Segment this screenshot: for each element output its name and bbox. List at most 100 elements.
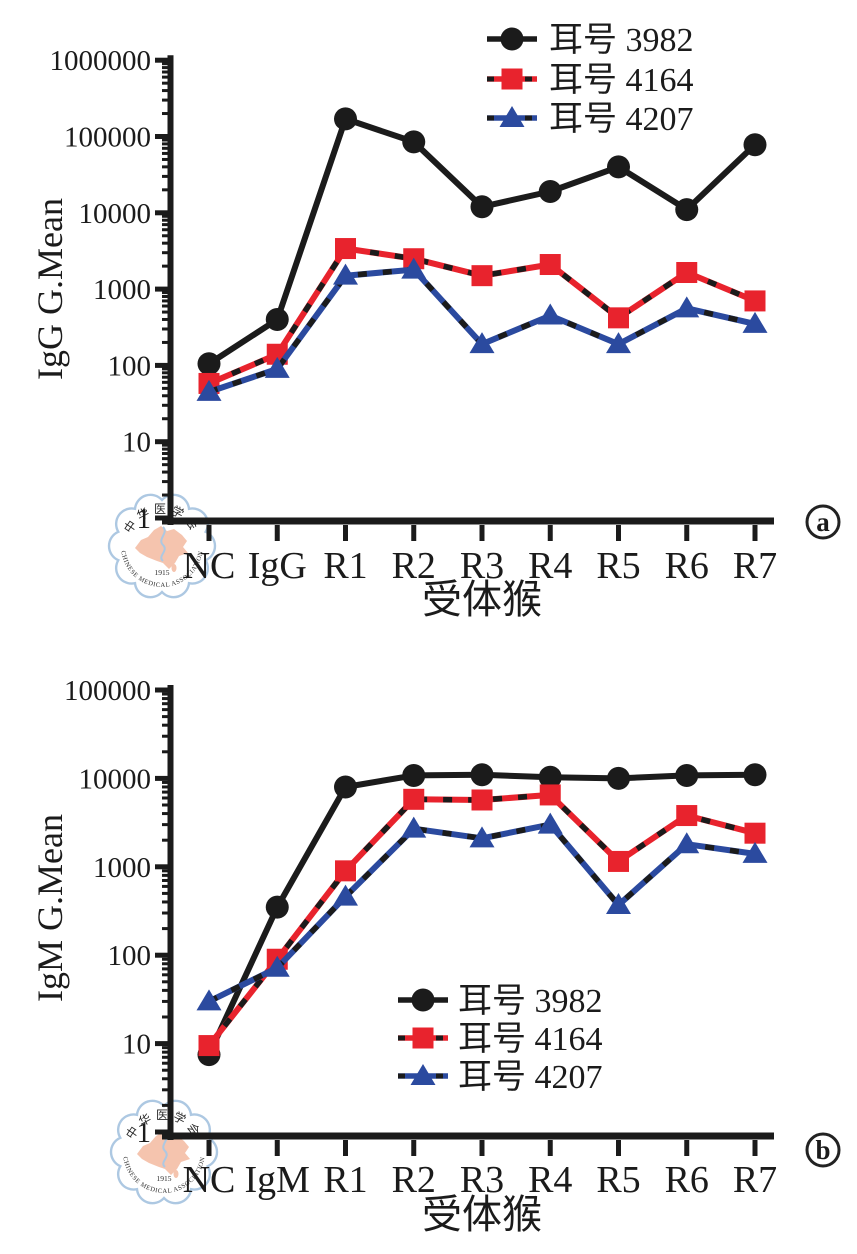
legend-label: 耳号 4207: [458, 1059, 603, 1096]
category-label: R6: [665, 545, 709, 587]
series-a-1: [197, 107, 767, 376]
triangle-marker: [401, 257, 427, 279]
y-axis-title: IgG G.Mean: [30, 198, 70, 380]
circle-marker: [743, 133, 767, 157]
panel-badge-label: b: [815, 1135, 830, 1165]
panel-badge-circle: [805, 1132, 841, 1168]
circle-marker: [675, 763, 699, 787]
y-tick-labels-b: 1 10 100 1000 10000 100000: [64, 675, 151, 1149]
category-label: R7: [733, 545, 777, 587]
square-marker: [676, 262, 698, 284]
watermark-island-icon: [173, 1170, 179, 1178]
legend-label: 耳号 4207: [549, 101, 694, 138]
legend-circle-marker: [500, 27, 524, 51]
panel-badge-a: a: [805, 504, 841, 540]
circle-marker: [402, 130, 426, 154]
circle-marker: [334, 775, 357, 799]
circle-marker: [607, 155, 630, 179]
circle-marker: [470, 195, 494, 219]
y-tick-label: 10: [122, 427, 151, 459]
circle-marker: [265, 895, 289, 919]
legend-item: 耳号 4164: [398, 1021, 603, 1058]
series-line-dash-overlay: [206, 792, 756, 1048]
category-label: R2: [392, 545, 436, 587]
y-tick-label: 100000: [64, 675, 151, 707]
circle-marker: [197, 352, 221, 376]
legend-square-marker: [412, 1027, 434, 1049]
category-label: R6: [665, 1159, 709, 1201]
circle-marker: [265, 307, 289, 331]
circle-marker: [538, 765, 562, 789]
triangle-marker: [333, 884, 358, 906]
y-tick-label: 100: [108, 350, 152, 382]
circle-marker: [607, 766, 630, 790]
category-label: R5: [596, 1159, 640, 1201]
triangle-marker: [606, 332, 631, 354]
y-tick-label: 1: [137, 1117, 152, 1149]
category-label: R2: [392, 1159, 436, 1201]
circle-marker: [538, 180, 562, 204]
y-axis-title: IgM G.Mean: [30, 814, 70, 1002]
y-tick-labels-a: 1 10 100 1000 10000 100000 1000000: [50, 45, 152, 535]
triangle-marker: [401, 816, 427, 838]
circle-marker: [470, 763, 494, 787]
legend-label: 耳号 3982: [458, 983, 603, 1020]
category-label: R1: [323, 1159, 367, 1201]
category-label: R5: [596, 545, 640, 587]
square-marker: [471, 789, 493, 811]
square-marker: [608, 850, 629, 872]
triangle-marker: [469, 332, 495, 354]
category-label: IgG: [248, 545, 307, 587]
legend-label: 耳号 4164: [549, 62, 694, 99]
series-a-3: [196, 257, 768, 401]
legend-item: 耳号 3982: [398, 983, 603, 1020]
square-marker: [744, 822, 766, 844]
square-marker: [608, 307, 629, 329]
square-marker: [471, 265, 493, 287]
legend-label: 耳号 4164: [458, 1021, 603, 1058]
y-tick-label: 10: [122, 1029, 151, 1061]
y-tick-label: 1000: [93, 274, 151, 306]
y-tick-label: 1000: [93, 852, 151, 884]
x-axis-title: 受体猴: [422, 1192, 542, 1237]
legend-circle-marker: [411, 988, 435, 1012]
triangle-marker: [469, 826, 495, 848]
watermark-caduceus-icon: [160, 526, 166, 562]
y-tick-label: 10000: [79, 763, 152, 795]
category-label: R3: [460, 1159, 504, 1201]
circle-marker: [402, 763, 426, 787]
y-tick-label: 1000000: [50, 45, 152, 77]
y-tick-label: 10000: [79, 198, 152, 230]
square-marker: [744, 290, 766, 312]
axes-b: [155, 685, 774, 1156]
square-marker: [539, 784, 561, 806]
triangle-marker: [606, 892, 631, 914]
watermark-china-map-icon: [135, 526, 188, 569]
circle-marker: [675, 198, 699, 222]
legend-item: 耳号 4207: [487, 101, 694, 138]
category-label: NC: [183, 545, 236, 587]
panel-badge-b: b: [805, 1132, 841, 1168]
triangle-marker: [196, 379, 222, 401]
square-marker: [539, 254, 561, 276]
square-marker: [335, 860, 356, 882]
panel-badge-circle: [805, 504, 841, 540]
category-label: R4: [528, 545, 572, 587]
legend-square-marker: [501, 68, 523, 90]
square-marker: [676, 805, 698, 827]
legend-item: 耳号 3982: [487, 22, 694, 59]
legend-triangle-marker: [410, 1064, 436, 1085]
series-line-dash-overlay: [207, 821, 756, 1004]
triangle-marker: [264, 356, 290, 378]
series-line: [206, 115, 758, 367]
series-b-3: [196, 812, 768, 1011]
triangle-marker: [264, 955, 290, 977]
x-tick-labels-a: NC IgG R1 R2 R3 R4 R5 R6 R7: [183, 545, 778, 587]
triangle-marker: [537, 303, 563, 325]
legend-item: 耳号 4164: [487, 62, 694, 99]
category-label: R4: [528, 1159, 572, 1201]
